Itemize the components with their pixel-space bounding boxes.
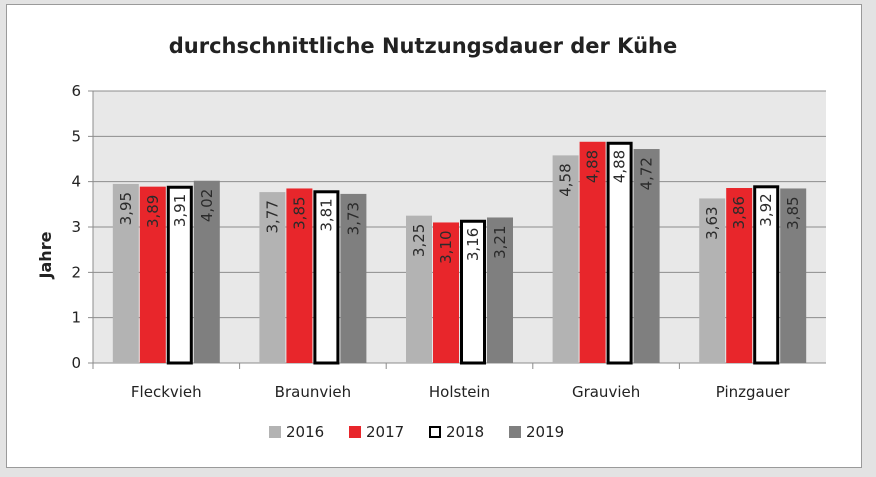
legend-label: 2017 xyxy=(366,423,404,441)
data-label: 3,10 xyxy=(437,230,455,263)
y-tick-label: 1 xyxy=(71,309,81,327)
category-label: Pinzgauer xyxy=(716,383,791,401)
legend-swatch xyxy=(429,426,441,438)
category-label: Holstein xyxy=(429,383,490,401)
bar-2016 xyxy=(259,192,286,363)
y-tick-label: 4 xyxy=(71,173,81,191)
legend-label: 2018 xyxy=(446,423,484,441)
bar-2019 xyxy=(780,188,807,363)
data-label: 3,85 xyxy=(290,196,308,229)
data-label: 3,89 xyxy=(144,195,162,228)
data-label: 3,81 xyxy=(317,198,335,231)
data-label: 3,63 xyxy=(703,206,721,239)
chart-frame: durchschnittliche Nutzungsdauer der Kühe… xyxy=(6,4,862,468)
data-label: 3,91 xyxy=(171,194,189,227)
legend: 2016 2017 2018 2019 xyxy=(269,423,564,441)
data-label: 4,72 xyxy=(638,157,656,190)
category-label: Fleckvieh xyxy=(131,383,202,401)
category-label: Grauvieh xyxy=(572,383,640,401)
data-label: 3,25 xyxy=(410,224,428,257)
bar-2017 xyxy=(139,186,166,363)
bar-2017 xyxy=(433,222,459,363)
y-tick-label: 3 xyxy=(71,218,81,236)
legend-swatch xyxy=(269,426,281,438)
data-label: 4,88 xyxy=(584,150,602,183)
data-label: 3,85 xyxy=(784,196,802,229)
y-tick-label: 5 xyxy=(71,127,81,145)
data-label: 4,02 xyxy=(198,189,216,222)
bar-2016 xyxy=(699,198,726,363)
data-label: 3,21 xyxy=(491,225,509,258)
legend-label: 2016 xyxy=(286,423,324,441)
plot-area: 0 1 2 3 4 5 6 3,95 3,89 3,91 4,02 Fleckvieh 3,77 3,85… xyxy=(71,82,826,401)
bar-2019 xyxy=(340,193,367,363)
bar-2016 xyxy=(112,183,139,363)
legend-swatch xyxy=(509,426,521,438)
data-label: 3,92 xyxy=(757,193,775,226)
data-label: 3,95 xyxy=(117,192,135,225)
data-label: 3,77 xyxy=(263,200,281,233)
data-label: 4,88 xyxy=(611,150,629,183)
bar-2017 xyxy=(286,188,313,363)
y-tick-label: 2 xyxy=(71,263,81,281)
bar-2017 xyxy=(726,188,753,363)
bar-2018 xyxy=(166,185,193,365)
legend-swatch xyxy=(349,426,361,438)
chart-title: durchschnittliche Nutzungsdauer der Kühe xyxy=(169,34,677,58)
category-label: Braunvieh xyxy=(275,383,351,401)
bar-2018 xyxy=(313,190,340,365)
bar-2018 xyxy=(460,219,486,365)
bar-2019 xyxy=(633,149,660,363)
data-label: 3,16 xyxy=(464,228,482,261)
bar-2019 xyxy=(487,217,513,363)
bar-2019 xyxy=(193,180,220,363)
legend-label: 2019 xyxy=(526,423,564,441)
data-label: 3,86 xyxy=(730,196,748,229)
bar-2018 xyxy=(753,185,780,365)
y-tick-label: 0 xyxy=(71,354,81,372)
bar-2018 xyxy=(606,141,633,365)
data-label: 3,73 xyxy=(344,202,362,235)
y-axis-label: Jahre xyxy=(36,231,55,279)
data-label: 4,58 xyxy=(557,163,575,196)
bar-2016 xyxy=(406,215,432,363)
bar-2017 xyxy=(579,141,606,363)
bar-2016 xyxy=(552,155,579,363)
bar-chart: durchschnittliche Nutzungsdauer der Kühe… xyxy=(36,34,826,441)
y-tick-label: 6 xyxy=(71,82,81,100)
